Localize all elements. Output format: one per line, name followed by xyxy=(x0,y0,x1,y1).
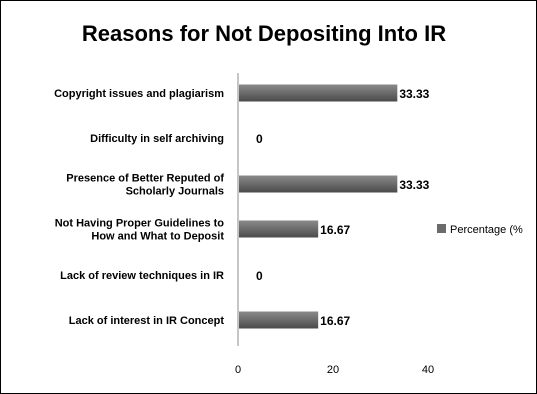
category-label-line: Lack of interest in IR Concept xyxy=(69,315,225,327)
category-label-line: Lack of review techniques in IR xyxy=(60,270,224,282)
category-label: Difficulty in self archiving xyxy=(90,133,224,145)
category-label-line: How and What to Deposit xyxy=(91,231,224,243)
data-label: 16.67 xyxy=(320,314,350,328)
x-tick-label: 0 xyxy=(235,364,241,376)
plot-area: Copyright issues and plagiarism 33.33 Diff… xyxy=(54,73,434,376)
data-label: 0 xyxy=(256,269,263,283)
data-label: 33.33 xyxy=(399,87,429,101)
legend-swatch xyxy=(437,224,446,233)
category-label: Lack of review techniques in IR xyxy=(60,270,224,282)
x-tick-label: 40 xyxy=(422,364,434,376)
category-label: Not Having Proper Guidelines to How and W… xyxy=(55,218,225,243)
data-label: 0 xyxy=(256,132,263,146)
category-label-line: Not Having Proper Guidelines to xyxy=(55,218,225,230)
category-label-line: Scholarly Journals xyxy=(126,186,224,198)
legend-label: Percentage (% xyxy=(450,224,523,236)
bar xyxy=(239,175,398,193)
category-label: Lack of interest in IR Concept xyxy=(69,315,225,327)
data-label: 33.33 xyxy=(399,178,429,192)
chart-title: Reasons for Not Depositing Into IR xyxy=(82,21,446,46)
category-label: Presence of Better Reputed of Scholarly J… xyxy=(66,173,224,198)
bar xyxy=(239,84,398,102)
bar xyxy=(239,311,319,329)
legend: Percentage (% xyxy=(437,224,523,236)
category-label: Copyright issues and plagiarism xyxy=(54,88,224,100)
category-label-line: Presence of Better Reputed of xyxy=(66,173,224,185)
data-label: 16.67 xyxy=(320,223,350,237)
category-label-line: Copyright issues and plagiarism xyxy=(54,88,224,100)
x-tick-label: 20 xyxy=(327,364,339,376)
category-label-line: Difficulty in self archiving xyxy=(90,133,224,145)
bar xyxy=(239,220,319,238)
